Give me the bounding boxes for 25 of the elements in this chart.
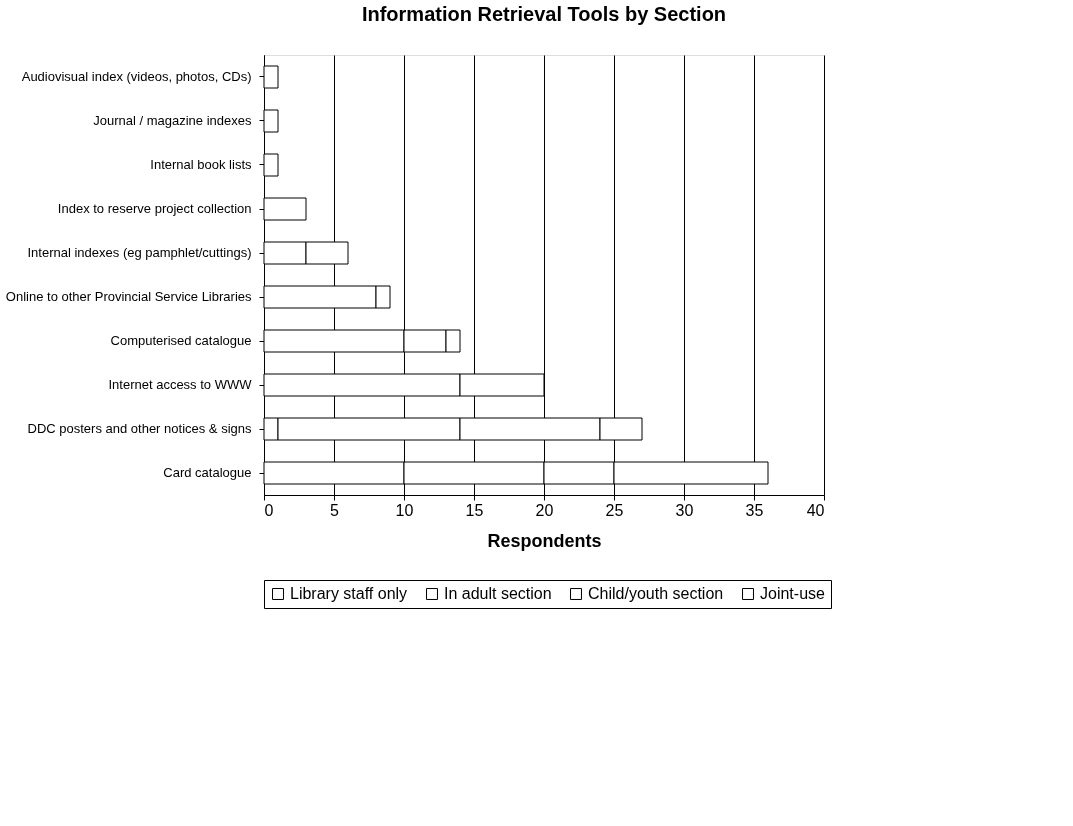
x-tick-label: 15 <box>465 501 484 519</box>
x-tick-label: 35 <box>745 501 764 519</box>
y-tick-label: Internal indexes (eg pamphlet/cuttings) <box>27 245 252 260</box>
x-tick-label: 5 <box>330 501 340 519</box>
y-tick-label: Internal book lists <box>150 157 252 172</box>
y-tick-label: Card catalogue <box>163 465 252 480</box>
y-tick-label: Internet access to WWW <box>108 377 253 392</box>
y-tick-label: Journal / magazine indexes <box>93 113 252 128</box>
chart-title: Information Retrieval Tools by Section <box>361 3 727 25</box>
y-tick-label: Index to reserve project collection <box>57 201 252 216</box>
y-tick-label: Computerised catalogue <box>110 333 252 348</box>
legend-label: Library staff only <box>290 585 408 602</box>
legend-label: In adult section <box>444 585 552 602</box>
y-tick-label: DDC posters and other notices & signs <box>27 421 252 436</box>
x-tick-label: 0 <box>264 501 274 519</box>
x-tick-label: 25 <box>605 501 624 519</box>
x-tick-label: 20 <box>535 501 554 519</box>
x-axis-title: Respondents <box>487 530 602 551</box>
x-tick-label: 10 <box>395 501 414 519</box>
y-tick-label: Audiovisual index (videos, photos, CDs) <box>21 69 252 84</box>
x-tick-label: 30 <box>675 501 694 519</box>
legend-label: Child/youth section <box>588 585 724 602</box>
legend-label: Joint-use <box>760 585 826 602</box>
y-tick-label: Online to other Provincial Service Libraries <box>5 289 252 304</box>
x-tick-label: 40 <box>806 501 825 519</box>
